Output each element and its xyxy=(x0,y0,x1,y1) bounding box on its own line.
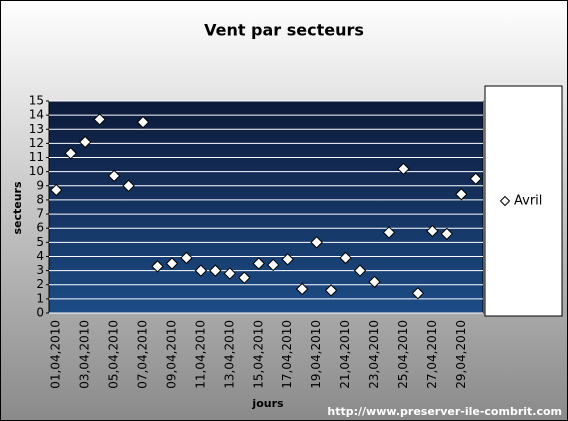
marker xyxy=(64,147,77,160)
marker xyxy=(281,253,294,266)
marker xyxy=(122,179,135,193)
marker xyxy=(368,275,381,289)
marker xyxy=(151,260,164,273)
marker xyxy=(194,264,208,277)
x-tick-label: 23,04,2010 xyxy=(367,320,381,389)
marker xyxy=(107,169,121,183)
marker xyxy=(324,284,338,297)
y-tick-label: 0 xyxy=(36,306,44,320)
y-tick-label: 15 xyxy=(29,94,44,108)
y-tick-label: 13 xyxy=(29,122,44,136)
marker xyxy=(295,282,309,296)
marker xyxy=(469,172,482,185)
legend-box xyxy=(484,85,563,317)
legend-label: Avril xyxy=(514,194,542,209)
y-tick-label: 6 xyxy=(36,221,44,235)
marker xyxy=(382,226,396,239)
x-tick-label: 09,04,2010 xyxy=(164,320,178,389)
marker xyxy=(440,227,454,241)
marker xyxy=(180,251,193,265)
y-tick-label: 14 xyxy=(29,108,44,122)
marker xyxy=(78,135,92,149)
legend-marker xyxy=(499,195,511,207)
y-tick-label: 4 xyxy=(36,249,44,263)
y-tick-label: 5 xyxy=(36,235,44,249)
x-tick-label: 13,04,2010 xyxy=(222,320,236,389)
y-tick-label: 7 xyxy=(36,207,44,221)
marker xyxy=(238,271,251,284)
marker xyxy=(267,258,280,272)
marker xyxy=(209,264,222,277)
x-tick-label: 25,04,2010 xyxy=(396,320,410,389)
x-tick-label: 07,04,2010 xyxy=(136,320,150,389)
marker xyxy=(353,264,367,277)
x-tick-label: 11,04,2010 xyxy=(193,320,207,389)
x-axis-label: jours xyxy=(251,397,284,410)
marker xyxy=(339,251,352,265)
x-tick-label: 19,04,2010 xyxy=(309,320,323,389)
x-tick-label: 03,04,2010 xyxy=(78,320,92,389)
marker xyxy=(426,224,439,238)
marker xyxy=(165,257,179,270)
chart-title: Vent par secteurs xyxy=(204,21,364,40)
x-tick-label: 05,04,2010 xyxy=(107,320,121,389)
marker xyxy=(397,162,410,176)
marker xyxy=(223,267,237,280)
plot-area xyxy=(48,100,484,314)
x-tick-label: 01,04,2010 xyxy=(49,320,63,389)
x-tick-label: 27,04,2010 xyxy=(425,320,439,389)
y-axis-label: secteurs xyxy=(11,181,24,235)
x-tick-label: 29,04,2010 xyxy=(454,320,468,389)
y-tick-label: 9 xyxy=(36,178,44,192)
x-tick-label: 15,04,2010 xyxy=(251,320,265,389)
marker xyxy=(310,236,323,249)
y-tick-label: 2 xyxy=(36,277,44,291)
y-tick-label: 1 xyxy=(36,291,44,305)
marker xyxy=(411,287,425,300)
marker xyxy=(93,113,106,126)
marker xyxy=(252,257,265,270)
y-tick-label: 3 xyxy=(36,263,44,277)
x-tick-label: 21,04,2010 xyxy=(338,320,352,389)
footer: http://www.preserver-ile-combrit.com xyxy=(327,405,562,418)
marker xyxy=(50,183,63,197)
x-tick-label: 17,04,2010 xyxy=(280,320,294,389)
y-tick-label: 12 xyxy=(29,136,44,150)
y-tick-label: 8 xyxy=(36,192,44,206)
marker xyxy=(455,188,468,201)
y-tick-label: 10 xyxy=(29,164,44,178)
y-tick-label: 11 xyxy=(29,150,44,164)
marker xyxy=(136,115,150,129)
